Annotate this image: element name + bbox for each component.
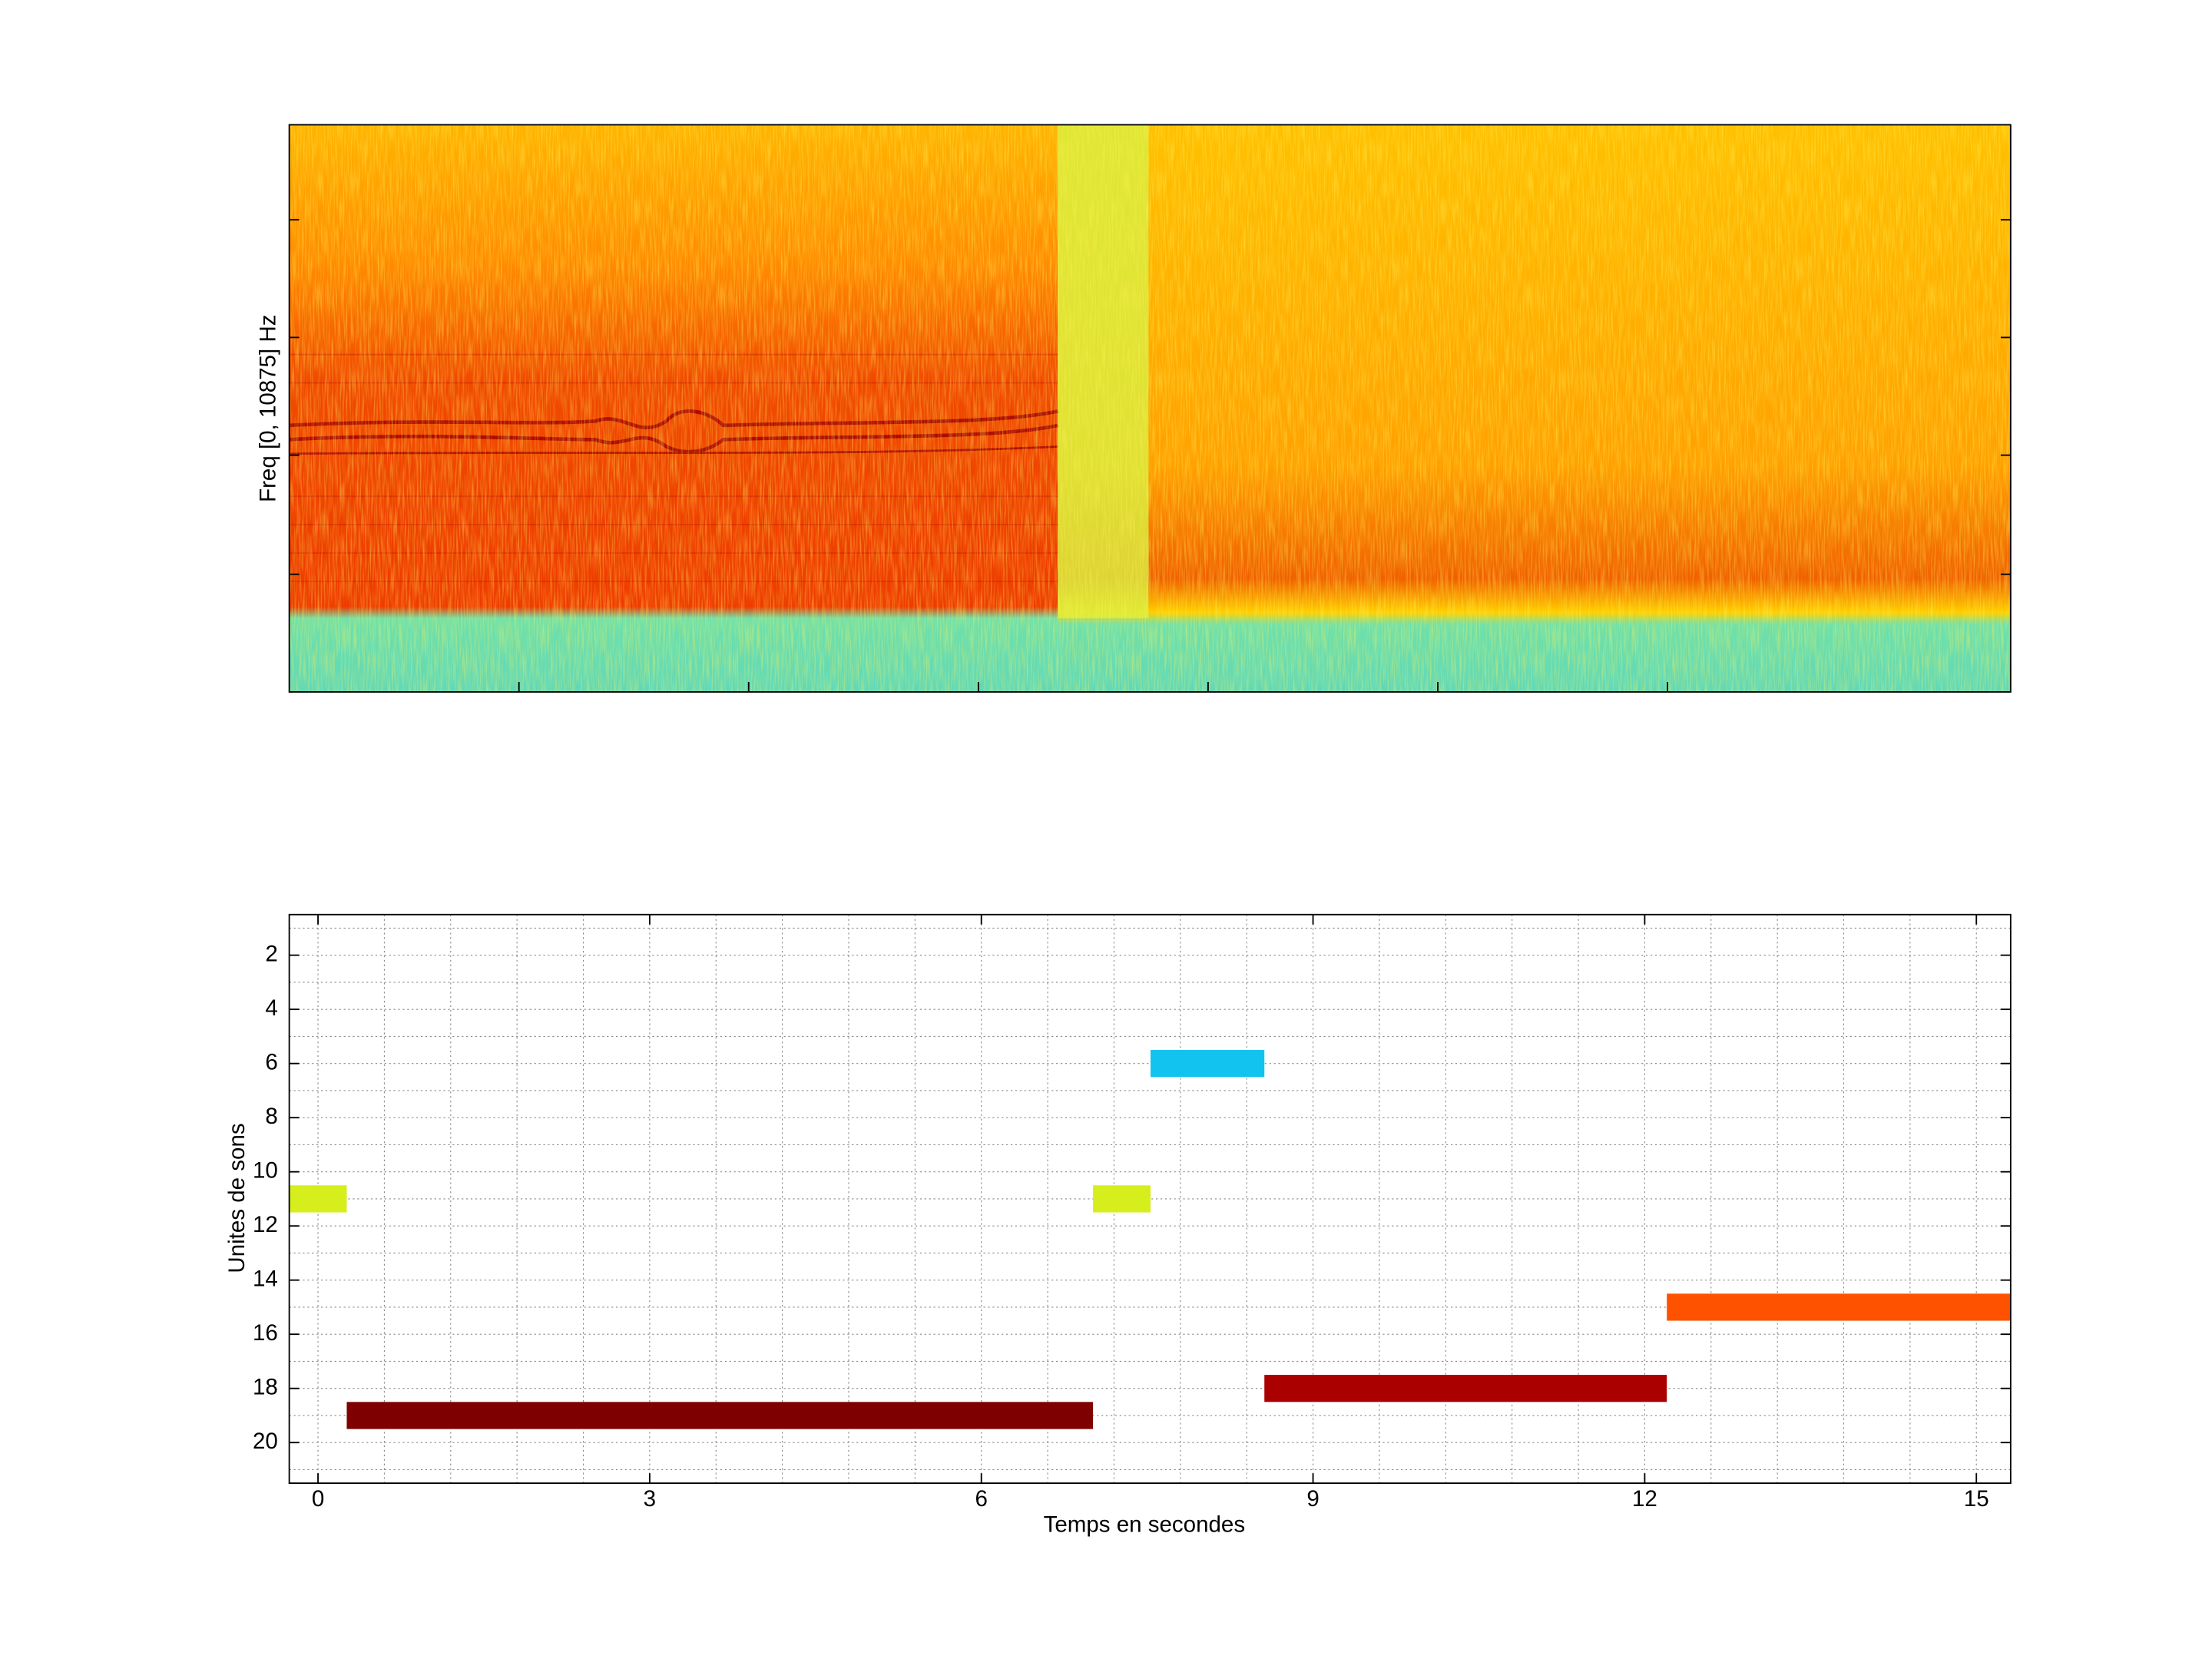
bar: [289, 1185, 347, 1213]
y-tick-label: 10: [253, 1157, 278, 1183]
y-tick-label: 6: [265, 1049, 277, 1075]
y-tick-label: 18: [253, 1374, 278, 1399]
y-tick-label: 8: [265, 1104, 277, 1129]
y-tick-label: 16: [253, 1320, 278, 1346]
timeline-axes: 0 3 6 9 12 15 2 4 6 8 10 12 14 16 18 20 Temps en seconde…: [224, 913, 2012, 1537]
x-tick-label: 0: [312, 1486, 324, 1512]
x-tick-label: 12: [1632, 1486, 1657, 1512]
spectrogram-axes: Freq [0, 10875] Hz: [256, 124, 2012, 693]
bar: [1093, 1185, 1151, 1213]
x-tick-label: 9: [1306, 1486, 1319, 1512]
bar: [1264, 1375, 1667, 1402]
ticks: [289, 219, 2011, 692]
bar: [1150, 1050, 1265, 1078]
axes-frame: [288, 124, 2012, 693]
y-tick-label: 4: [265, 995, 277, 1021]
y-axis-label: Unites de sons: [224, 1123, 250, 1273]
x-tick-label: 3: [644, 1486, 656, 1512]
y-tick-label: 14: [253, 1266, 278, 1291]
y-tick-label: 12: [253, 1212, 278, 1237]
y-tick-label: 20: [253, 1429, 278, 1454]
x-tick-label: 6: [975, 1486, 988, 1512]
axes-frame: [288, 913, 2012, 1484]
y-axis-label: Freq [0, 10875] Hz: [256, 314, 281, 502]
x-tick-label: 15: [1964, 1486, 1989, 1512]
x-axis-label: Temps en secondes: [1044, 1512, 1246, 1537]
bar: [1667, 1293, 2011, 1321]
y-tick-label: 2: [265, 941, 277, 966]
bar: [346, 1402, 1094, 1429]
spectrogram-noise: [289, 124, 2011, 692]
